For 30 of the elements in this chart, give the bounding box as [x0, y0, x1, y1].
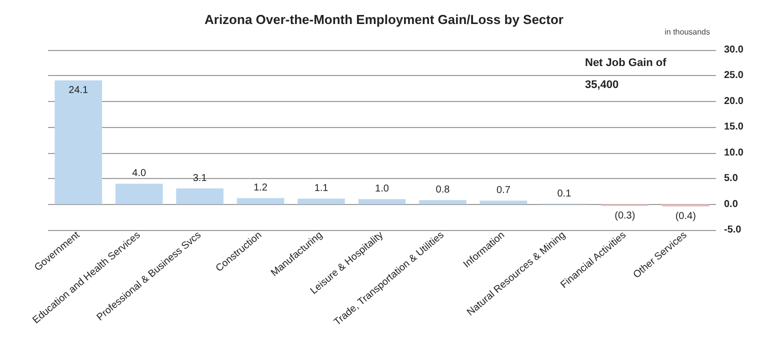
- data-label: 1.0: [375, 184, 390, 195]
- bar: [298, 198, 345, 204]
- data-label: 24.1: [68, 84, 89, 96]
- data-label: 0.1: [557, 188, 572, 200]
- data-label: (0.3): [614, 210, 636, 222]
- annotation: Net Job Gain of 35,400: [585, 57, 667, 91]
- text: in thousands: [664, 28, 710, 36]
- bar: [236, 198, 284, 204]
- y-tick-label: 0.0: [724, 198, 738, 210]
- y-tick-label: 10.0: [724, 147, 744, 158]
- data-label: 1.2: [254, 182, 268, 194]
- y-tick-label: 25.0: [724, 70, 744, 82]
- bar: [358, 199, 406, 204]
- bar: [419, 200, 466, 204]
- data-label: 4.0: [132, 168, 146, 180]
- data-label: 0.8: [436, 184, 450, 196]
- bar: [480, 200, 528, 204]
- bar: [115, 184, 163, 204]
- y-tick-label: -5.0: [724, 224, 742, 236]
- data-label: 1.1: [314, 183, 329, 194]
- data-label: 0.7: [496, 185, 511, 196]
- y-tick-label: 20.0: [724, 96, 744, 107]
- y-tick-label: 15.0: [724, 122, 744, 133]
- y-tick-label: 5.0: [724, 173, 738, 184]
- bar: [54, 80, 102, 204]
- data-label: 3.1: [192, 172, 208, 184]
- chart-title: Arizona Over-the-Month Employment Gain/Loss by Sector: [204, 12, 564, 27]
- y-tick-label: 30.0: [724, 44, 744, 56]
- bar: [176, 188, 224, 204]
- data-label: (0.4): [675, 210, 696, 222]
